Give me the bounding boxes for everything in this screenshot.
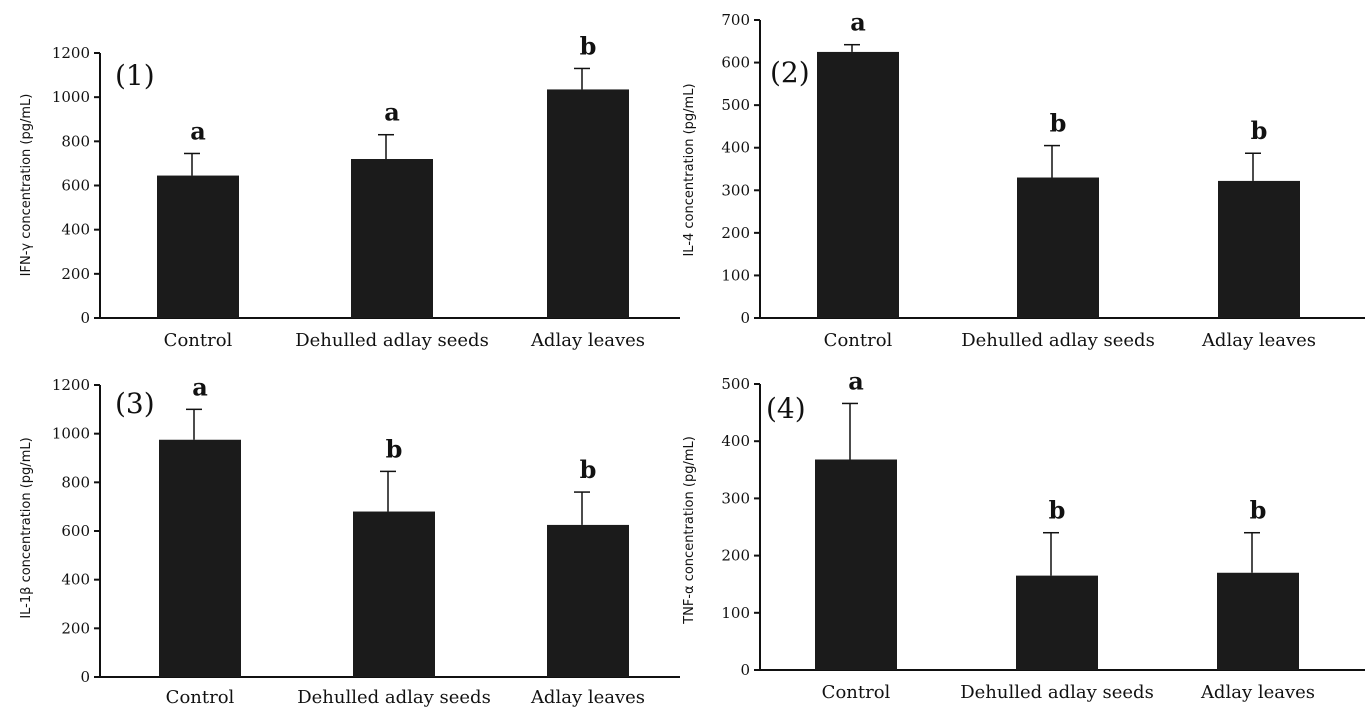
bar	[1017, 177, 1099, 318]
significance-label: b	[580, 455, 597, 484]
y-tick-label: 1200	[52, 376, 90, 394]
y-tick-label: 800	[61, 473, 90, 491]
panel-label: (2)	[770, 56, 810, 89]
category-label: Dehulled adlay seeds	[960, 682, 1154, 703]
y-tick-label: 400	[721, 432, 750, 450]
bar	[353, 511, 435, 677]
y-tick-label: 200	[61, 619, 90, 637]
significance-label: a	[850, 8, 866, 37]
category-label: Adlay leaves	[1200, 682, 1315, 703]
y-tick-label: 200	[721, 224, 750, 242]
bar	[157, 175, 239, 318]
y-tick-label: 1000	[52, 88, 90, 106]
category-label: Control	[164, 330, 233, 351]
significance-label: b	[1251, 116, 1268, 145]
bar	[1217, 572, 1299, 670]
y-tick-label: 200	[61, 265, 90, 283]
y-tick-label: 0	[80, 309, 90, 327]
bar	[815, 459, 897, 670]
y-tick-label: 1200	[52, 44, 90, 62]
y-tick-label: 600	[61, 177, 90, 195]
y-tick-label: 0	[740, 661, 750, 679]
chart-panel-4: 0 100 200 300 400 500 TNF-α concentration (pg/…	[682, 366, 1365, 703]
bar	[1016, 575, 1098, 670]
y-tick-label: 300	[721, 181, 750, 199]
y-tick-label: 200	[721, 547, 750, 565]
y-tick-label: 600	[721, 54, 750, 72]
significance-label: b	[386, 434, 403, 463]
y-tick-label: 500	[721, 375, 750, 393]
category-label: Control	[824, 330, 893, 351]
y-tick-label: 400	[61, 571, 90, 589]
significance-label: a	[190, 116, 206, 145]
significance-label: b	[1250, 496, 1267, 525]
y-tick-label: 100	[721, 604, 750, 622]
bar	[159, 439, 241, 677]
significance-label: b	[1049, 496, 1066, 525]
significance-label: a	[848, 366, 864, 395]
category-label: Dehulled adlay seeds	[295, 330, 489, 351]
y-axis-label: IL-1β concentration (pg/mL)	[19, 437, 34, 618]
significance-label: a	[384, 98, 400, 127]
y-tick-label: 100	[721, 266, 750, 284]
chart-panel-1: 0 200 400 600 800 1000 1200 IFN-γ concentration…	[19, 31, 680, 351]
y-axis-label: IFN-γ concentration (pg/mL)	[19, 94, 34, 277]
panel-label: (1)	[115, 59, 155, 92]
chart-panel-3: 0 200 400 600 800 1000 1200 IL-1β concentration…	[19, 372, 680, 708]
y-tick-label: 400	[61, 221, 90, 239]
category-label: Dehulled adlay seeds	[297, 687, 491, 708]
y-tick-label: 0	[80, 668, 90, 686]
category-label: Control	[822, 682, 891, 703]
y-tick-label: 800	[61, 132, 90, 150]
bar	[1218, 180, 1300, 318]
y-axis-label: TNF-α concentration (pg/mL)	[682, 436, 697, 625]
panel-label: (4)	[766, 392, 806, 425]
significance-label: b	[1050, 109, 1067, 138]
category-label: Dehulled adlay seeds	[961, 330, 1155, 351]
y-tick-label: 0	[740, 309, 750, 327]
bar	[547, 524, 629, 677]
y-tick-label: 300	[721, 489, 750, 507]
panel-label: (3)	[115, 387, 155, 420]
y-axis-label: IL-4 concentration (pg/mL)	[682, 83, 697, 256]
bar	[817, 51, 899, 319]
chart-panel-2: 0 100 200 300 400 500 600 700 IL-4 concentration…	[682, 8, 1365, 351]
category-label: Adlay leaves	[530, 687, 645, 708]
bar	[351, 159, 433, 318]
significance-label: b	[580, 31, 597, 60]
significance-label: a	[192, 372, 208, 401]
y-tick-label: 600	[61, 522, 90, 540]
category-label: Adlay leaves	[530, 330, 645, 351]
category-label: Control	[166, 687, 235, 708]
bar	[547, 89, 629, 318]
y-tick-label: 1000	[52, 425, 90, 443]
y-tick-label: 400	[721, 139, 750, 157]
y-tick-label: 500	[721, 96, 750, 114]
category-label: Adlay leaves	[1201, 330, 1316, 351]
y-tick-label: 700	[721, 11, 750, 29]
